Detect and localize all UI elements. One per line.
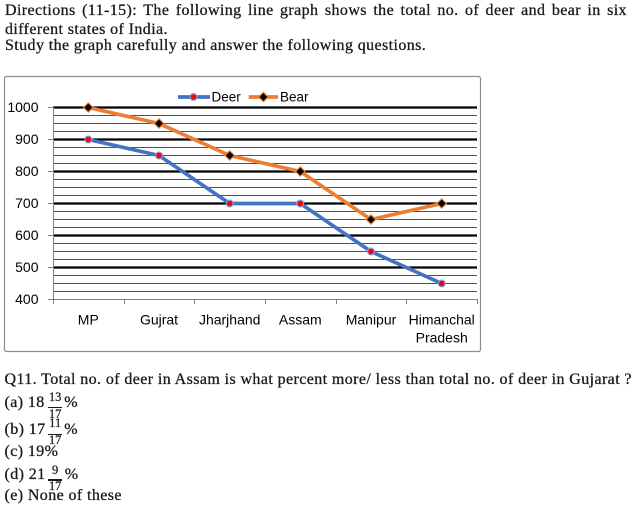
svg-text:700: 700 <box>15 195 39 211</box>
svg-text:Pradesh: Pradesh <box>416 330 468 346</box>
svg-text:Himanchal: Himanchal <box>409 312 475 328</box>
svg-text:1000: 1000 <box>7 99 38 115</box>
svg-text:600: 600 <box>15 227 39 243</box>
svg-text:Gujrat: Gujrat <box>140 312 178 328</box>
svg-text:500: 500 <box>15 259 39 275</box>
svg-text:MP: MP <box>78 312 99 328</box>
svg-text:Deer: Deer <box>212 90 242 105</box>
svg-text:800: 800 <box>15 163 39 179</box>
svg-text:Manipur: Manipur <box>346 312 397 328</box>
svg-text:900: 900 <box>15 131 39 147</box>
svg-text:Bear: Bear <box>280 90 309 105</box>
svg-text:Jharjhand: Jharjhand <box>199 312 261 328</box>
svg-text:400: 400 <box>15 291 39 307</box>
svg-text:Assam: Assam <box>279 312 322 328</box>
